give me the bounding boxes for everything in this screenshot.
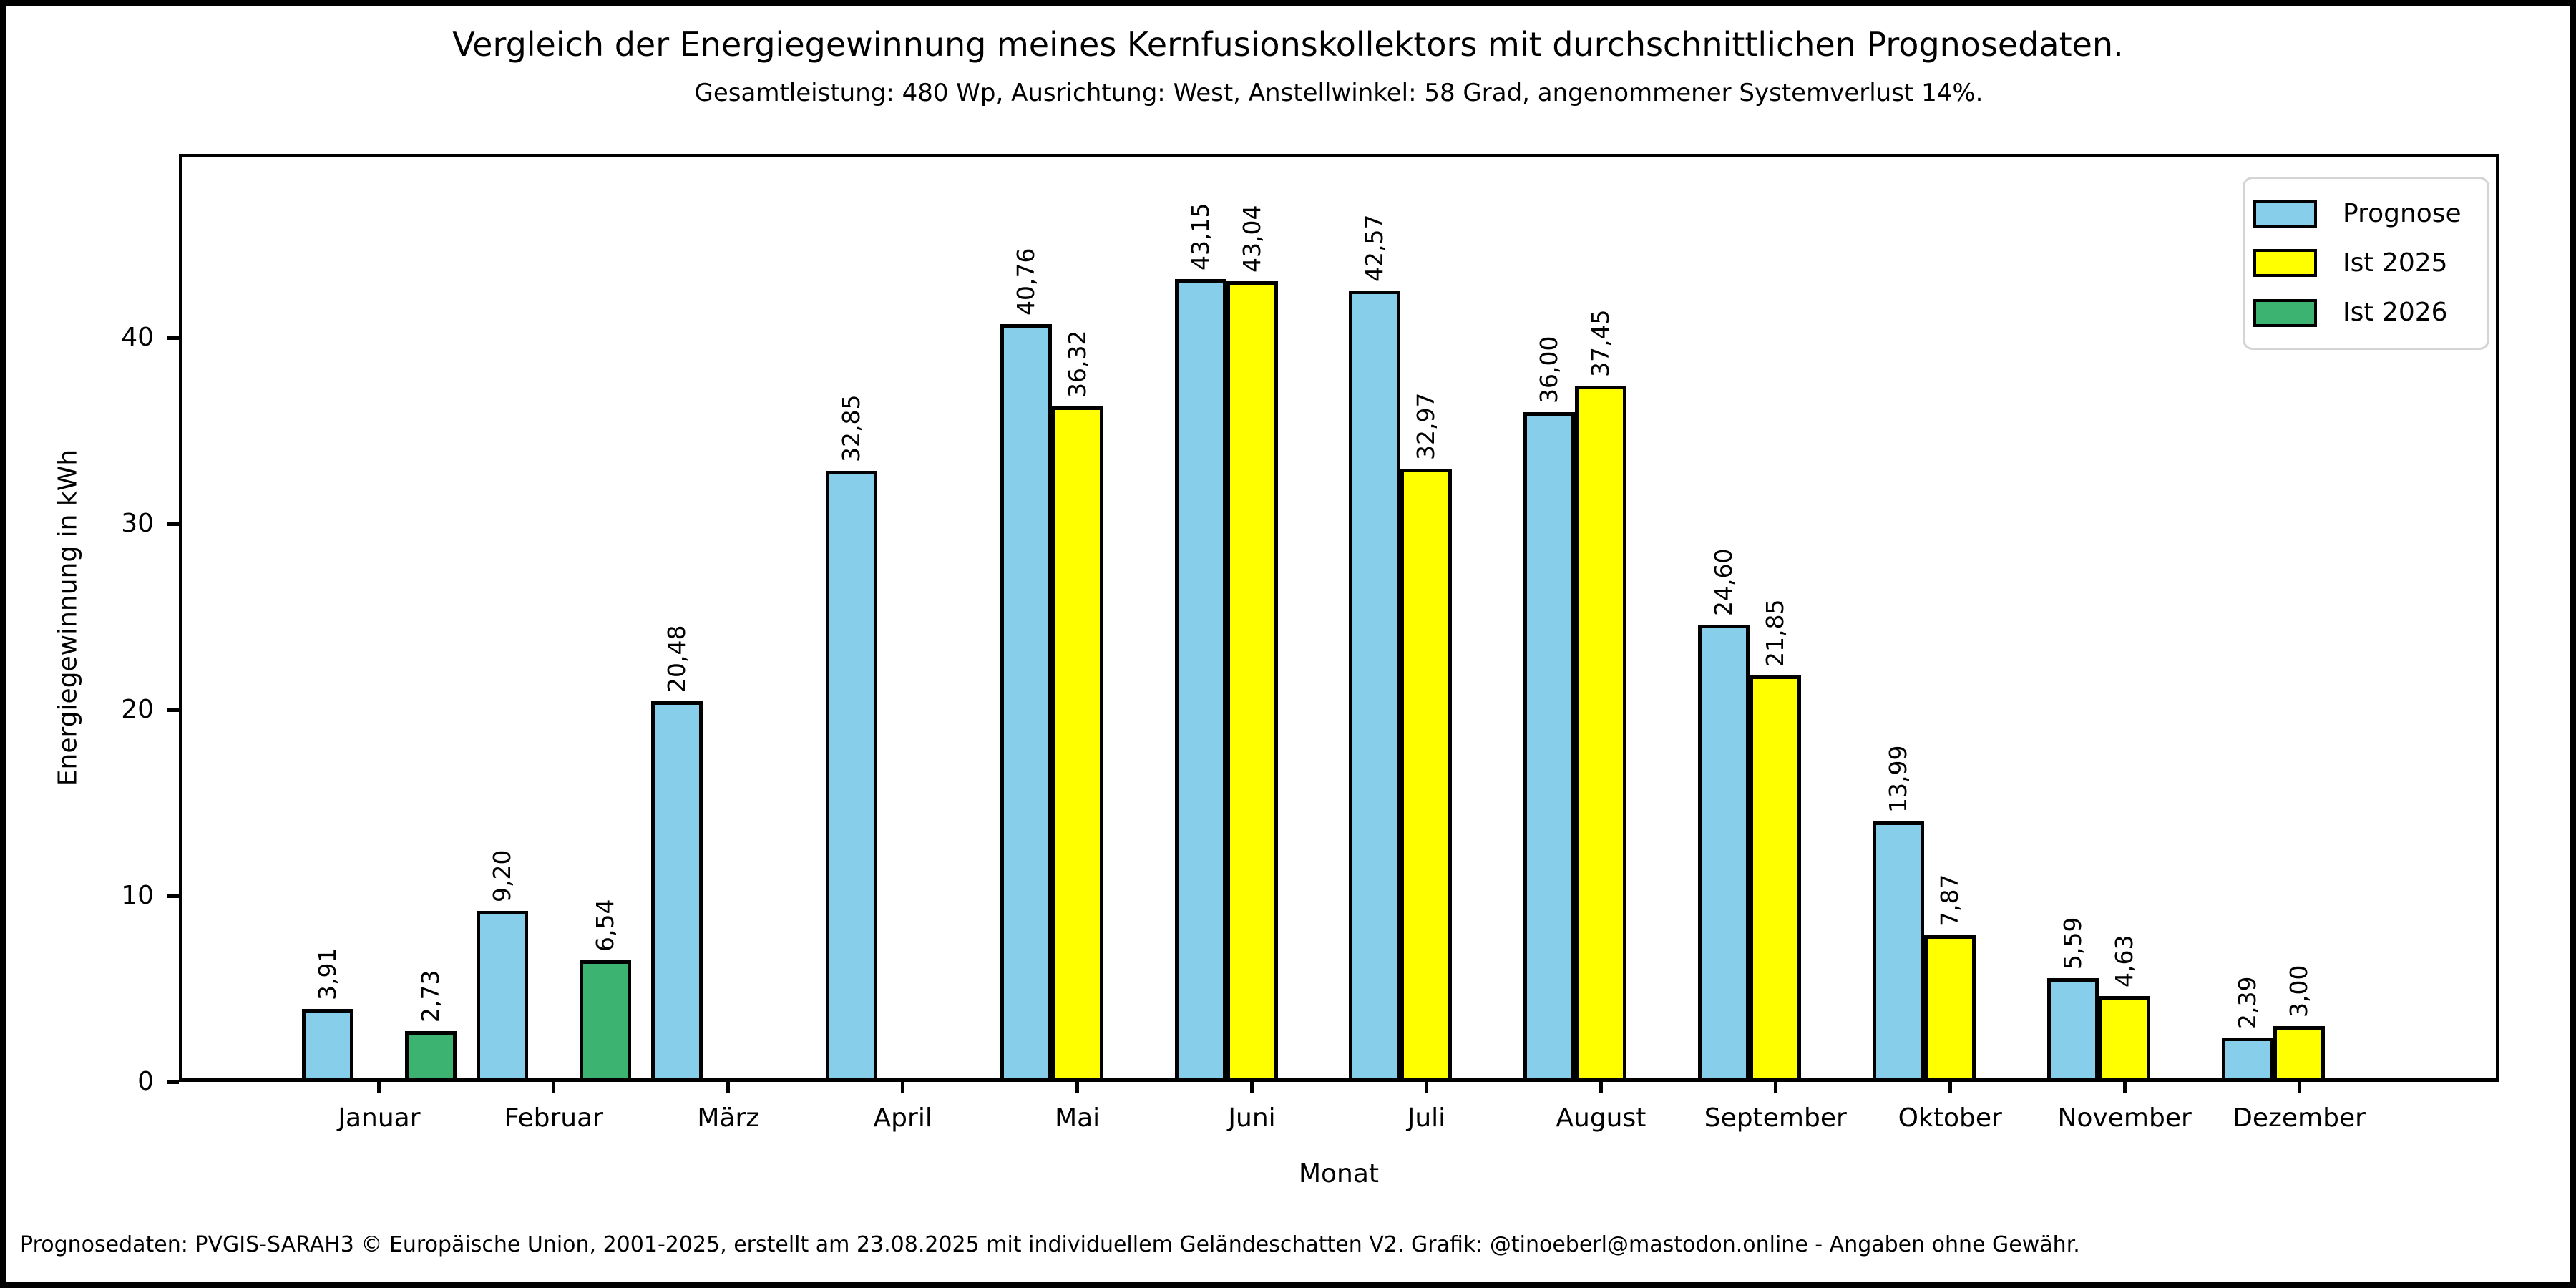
bar-value-label-ist-2026-januar: 2,73	[416, 970, 444, 1023]
plot-area: 0 10 20 30 40 Januar Februar März April Mai Juni Ju…	[121, 154, 2499, 1133]
x-tick-label-november: November	[2057, 1103, 2192, 1133]
legend-swatch-ist-2026	[2253, 298, 2317, 327]
chart-title: Vergleich der Energiegewinnung meines Ke…	[452, 25, 2124, 64]
bar-ist-2025-august	[1575, 385, 1627, 1082]
bar-value-label-prognose-m-rz: 20,48	[662, 625, 691, 693]
x-tick-mai	[1075, 1082, 1080, 1093]
x-tick-dezember	[2297, 1082, 2301, 1093]
legend-row-ist-2026: Ist 2026	[2253, 298, 2479, 328]
x-tick-label-januar: Januar	[338, 1103, 421, 1133]
y-tick-label-40: 40	[121, 323, 154, 353]
y-tick-label-30: 30	[121, 509, 154, 539]
bar-prognose-oktober	[1873, 821, 1925, 1082]
bar-prognose-januar	[301, 1009, 353, 1082]
bar-prognose-november	[2047, 977, 2099, 1082]
x-axis-title: Monat	[1298, 1159, 1380, 1189]
y-tick-0	[167, 1080, 179, 1084]
x-tick-label-april: April	[873, 1103, 932, 1133]
legend-row-ist-2025: Ist 2025	[2253, 248, 2479, 278]
x-tick-label-september: September	[1704, 1103, 1847, 1133]
bar-value-label-prognose-september: 24,60	[1709, 548, 1738, 616]
x-tick-label-dezember: Dezember	[2233, 1103, 2366, 1133]
legend-label-prognose: Prognose	[2343, 198, 2462, 228]
bar-value-label-prognose-oktober: 13,99	[1884, 745, 1913, 814]
x-tick-label-juni: Juni	[1228, 1103, 1276, 1133]
bar-prognose-juni	[1174, 279, 1226, 1082]
bar-value-label-prognose-april: 32,85	[836, 394, 865, 463]
bar-prognose-mai	[1000, 323, 1052, 1082]
bar-prognose-februar	[476, 910, 528, 1082]
x-tick-label-m-rz: März	[697, 1103, 760, 1133]
x-tick-juni	[1250, 1082, 1254, 1093]
bar-value-label-prognose-februar: 9,20	[487, 849, 516, 902]
bar-value-label-prognose-november: 5,59	[2059, 917, 2087, 970]
bar-ist-2025-mai	[1051, 406, 1103, 1082]
x-tick-label-februar: Februar	[504, 1103, 603, 1133]
y-tick-label-20: 20	[121, 695, 154, 725]
y-tick-10	[167, 894, 179, 898]
footer-note: Prognosedaten: PVGIS-SARAH3 © Europäisch…	[20, 1232, 2080, 1257]
bar-value-label-prognose-juli: 42,57	[1360, 214, 1389, 282]
bar-ist-2025-oktober	[1924, 935, 1976, 1082]
bar-value-label-prognose-mai: 40,76	[1011, 248, 1040, 316]
bar-prognose-august	[1523, 412, 1576, 1082]
bar-value-label-prognose-januar: 3,91	[313, 947, 341, 1001]
y-tick-40	[167, 336, 179, 340]
bar-prognose-juli	[1349, 290, 1401, 1082]
legend-label-ist-2026: Ist 2026	[2343, 298, 2448, 328]
bar-value-label-prognose-august: 36,00	[1535, 336, 1563, 404]
bar-ist-2025-november	[2099, 995, 2151, 1082]
bar-value-label-ist-2025-oktober: 7,87	[1936, 874, 1964, 927]
bar-value-label-prognose-dezember: 2,39	[2233, 976, 2262, 1029]
bar-value-label-ist-2025-dezember: 3,00	[2285, 965, 2313, 1018]
y-tick-30	[167, 522, 179, 526]
bar-value-label-prognose-juni: 43,15	[1186, 203, 1214, 271]
bar-ist-2026-februar	[579, 960, 631, 1082]
x-tick-november	[2122, 1082, 2127, 1093]
legend: Prognose Ist 2025 Ist 2026	[2243, 177, 2489, 350]
x-tick-m-rz	[726, 1082, 731, 1093]
x-tick-label-oktober: Oktober	[1898, 1103, 2002, 1133]
y-axis-title: Energiegewinnung in kWh	[53, 449, 83, 786]
bar-prognose-september	[1698, 624, 1750, 1082]
x-tick-januar	[377, 1082, 381, 1093]
x-tick-label-august: August	[1556, 1103, 1646, 1133]
bar-value-label-ist-2025-juli: 32,97	[1412, 392, 1440, 461]
x-tick-april	[901, 1082, 905, 1093]
chart-subtitle: Gesamtleistung: 480 Wp, Ausrichtung: Wes…	[694, 79, 1984, 107]
legend-row-prognose: Prognose	[2253, 200, 2479, 228]
bar-ist-2025-september	[1750, 675, 1802, 1082]
x-tick-label-juli: Juli	[1407, 1103, 1446, 1133]
bar-value-label-ist-2025-august: 37,45	[1586, 309, 1615, 377]
bar-ist-2026-januar	[404, 1031, 457, 1082]
bar-value-label-ist-2026-februar: 6,54	[590, 899, 619, 952]
x-tick-label-mai: Mai	[1055, 1103, 1101, 1133]
x-tick-august	[1599, 1082, 1603, 1093]
bar-value-label-ist-2025-november: 4,63	[2110, 935, 2139, 987]
y-tick-label-0: 0	[137, 1067, 154, 1096]
bar-prognose-dezember	[2222, 1037, 2274, 1082]
legend-swatch-prognose	[2253, 200, 2317, 228]
y-tick-20	[167, 708, 179, 712]
y-tick-label-10: 10	[121, 881, 154, 911]
bar-ist-2025-juli	[1400, 469, 1453, 1082]
x-tick-februar	[552, 1082, 556, 1093]
x-tick-oktober	[1948, 1082, 1952, 1093]
bar-ist-2025-dezember	[2273, 1026, 2326, 1082]
bar-ist-2025-juni	[1226, 281, 1278, 1082]
bar-value-label-ist-2025-juni: 43,04	[1237, 205, 1266, 273]
bar-prognose-m-rz	[650, 701, 703, 1082]
bar-value-label-ist-2025-mai: 36,32	[1063, 330, 1091, 398]
bar-value-label-ist-2025-september: 21,85	[1761, 599, 1790, 668]
legend-swatch-ist-2025	[2253, 249, 2317, 278]
legend-label-ist-2025: Ist 2025	[2343, 248, 2448, 278]
x-tick-september	[1773, 1082, 1777, 1093]
bar-prognose-april	[825, 471, 877, 1082]
x-tick-juli	[1424, 1082, 1428, 1093]
